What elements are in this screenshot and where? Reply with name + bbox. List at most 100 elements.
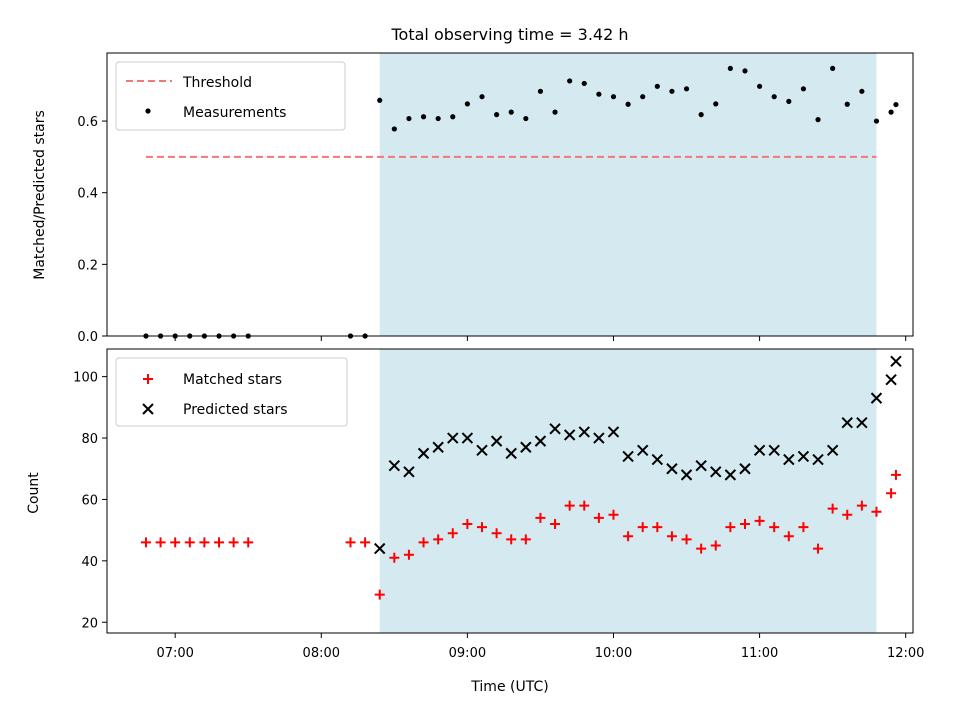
measurement-point: [523, 115, 529, 122]
predicted-star-point: [841, 416, 853, 429]
matched-star-point: [506, 534, 517, 545]
legend-matched-swatch: [143, 374, 153, 384]
top-panel: 0.0 0.2 0.4 0.6 Threshold Measurements: [77, 52, 914, 345]
measurement-point: [654, 83, 660, 89]
predicted-star-point: [666, 463, 678, 475]
measurement-point: [420, 114, 427, 120]
predicted-star-point: [578, 426, 590, 438]
measurement-point: [893, 101, 899, 108]
predicted-star-point: [520, 441, 532, 453]
predicted-star-point: [768, 444, 780, 457]
chart-title: Total observing time = 3.42 h: [390, 25, 628, 44]
matched-star-point: [374, 589, 385, 600]
bottom-plot-frame: [106, 348, 914, 634]
predicted-star-point: [403, 466, 415, 478]
predicted-star-point: [534, 435, 547, 447]
predicted-star-point: [812, 453, 824, 466]
matched-star-point: [520, 534, 531, 545]
matched-star-point: [462, 519, 473, 530]
measurement-point: [815, 117, 821, 123]
matched-star-point: [652, 522, 663, 533]
predicted-star-point: [783, 453, 795, 466]
x-axis-label: Time (UTC): [470, 679, 548, 695]
measurement-point: [479, 94, 485, 100]
measurement-point: [494, 112, 500, 118]
predicted-star-point: [856, 416, 868, 429]
measurement-point: [391, 126, 397, 132]
matched-star-point: [710, 540, 721, 551]
measurement-point: [508, 109, 514, 115]
matched-star-point: [798, 522, 809, 533]
matched-star-point: [769, 522, 780, 533]
measurement-point: [786, 98, 792, 104]
bottom-legend-box: [115, 357, 348, 427]
legend-matched-label: Matched stars: [183, 372, 282, 388]
matched-star-point: [813, 543, 824, 554]
predicted-star-point: [724, 469, 737, 481]
measurement-point: [537, 88, 544, 94]
matched-star-point: [228, 537, 239, 548]
y-tick-label: 20: [81, 616, 98, 631]
matched-star-point: [550, 519, 561, 530]
x-tick-label: 12:00: [887, 646, 924, 661]
matched-star-point: [214, 537, 225, 548]
measurement-point: [800, 86, 807, 92]
predicted-star-point: [476, 444, 488, 457]
matched-star-point: [608, 509, 619, 520]
measurement-point: [698, 112, 704, 118]
y-tick-label: 100: [73, 371, 98, 386]
measurement-point: [552, 109, 558, 115]
matched-star-point: [345, 537, 356, 548]
measurement-point: [435, 115, 441, 122]
observing-window-band: [379, 53, 877, 336]
measurement-point: [888, 109, 894, 115]
legend-predicted-swatch: [142, 403, 154, 415]
matched-star-point: [579, 500, 590, 511]
matched-star-point: [681, 534, 692, 545]
legend-threshold-label: Threshold: [182, 75, 252, 91]
matched-star-point: [360, 537, 371, 548]
predicted-star-point: [637, 444, 649, 457]
x-tick-label: 07:00: [156, 646, 193, 661]
measurement-point: [640, 94, 646, 100]
measurement-point: [713, 101, 719, 107]
x-tick-label: 09:00: [449, 646, 486, 661]
x-tick-label: 11:00: [741, 646, 778, 661]
measurement-point: [727, 65, 733, 72]
legend-measurement-label: Measurements: [183, 105, 286, 121]
measurement-point: [450, 114, 456, 120]
measurement-point: [844, 101, 850, 107]
predicted-star-point: [739, 463, 751, 475]
measurement-point: [377, 97, 383, 103]
predicted-star-point: [417, 447, 430, 460]
matched-star-point: [170, 537, 181, 548]
matched-star-point: [725, 522, 736, 533]
predicted-star-point: [549, 423, 561, 435]
predicted-star-point: [461, 432, 474, 444]
predicted-star-point: [797, 450, 810, 463]
y-tick-label: 60: [81, 493, 98, 508]
observing-window-band: [379, 349, 877, 633]
matched-star-point: [890, 469, 901, 480]
matched-star-point: [783, 531, 794, 542]
matched-star-point: [593, 512, 604, 523]
matched-star-point: [447, 528, 458, 539]
predicted-star-point: [710, 466, 722, 478]
x-tick-label: 08:00: [303, 646, 340, 661]
matched-star-point: [389, 552, 400, 563]
top-plot-frame: [106, 52, 914, 337]
bottom-y-axis-label: Count: [26, 472, 42, 514]
measurement-point: [669, 88, 675, 94]
matched-star-point: [666, 531, 677, 542]
predicted-star-point: [432, 441, 444, 453]
matched-star-point: [535, 512, 546, 523]
top-legend-box: [115, 61, 346, 131]
y-tick-label: 0.6: [77, 115, 98, 130]
predicted-star-point: [447, 432, 459, 444]
matched-star-point: [623, 531, 634, 542]
matched-star-point: [564, 500, 575, 511]
predicted-star-point: [607, 426, 620, 438]
matched-star-point: [433, 534, 444, 545]
predicted-star-point: [388, 459, 401, 472]
